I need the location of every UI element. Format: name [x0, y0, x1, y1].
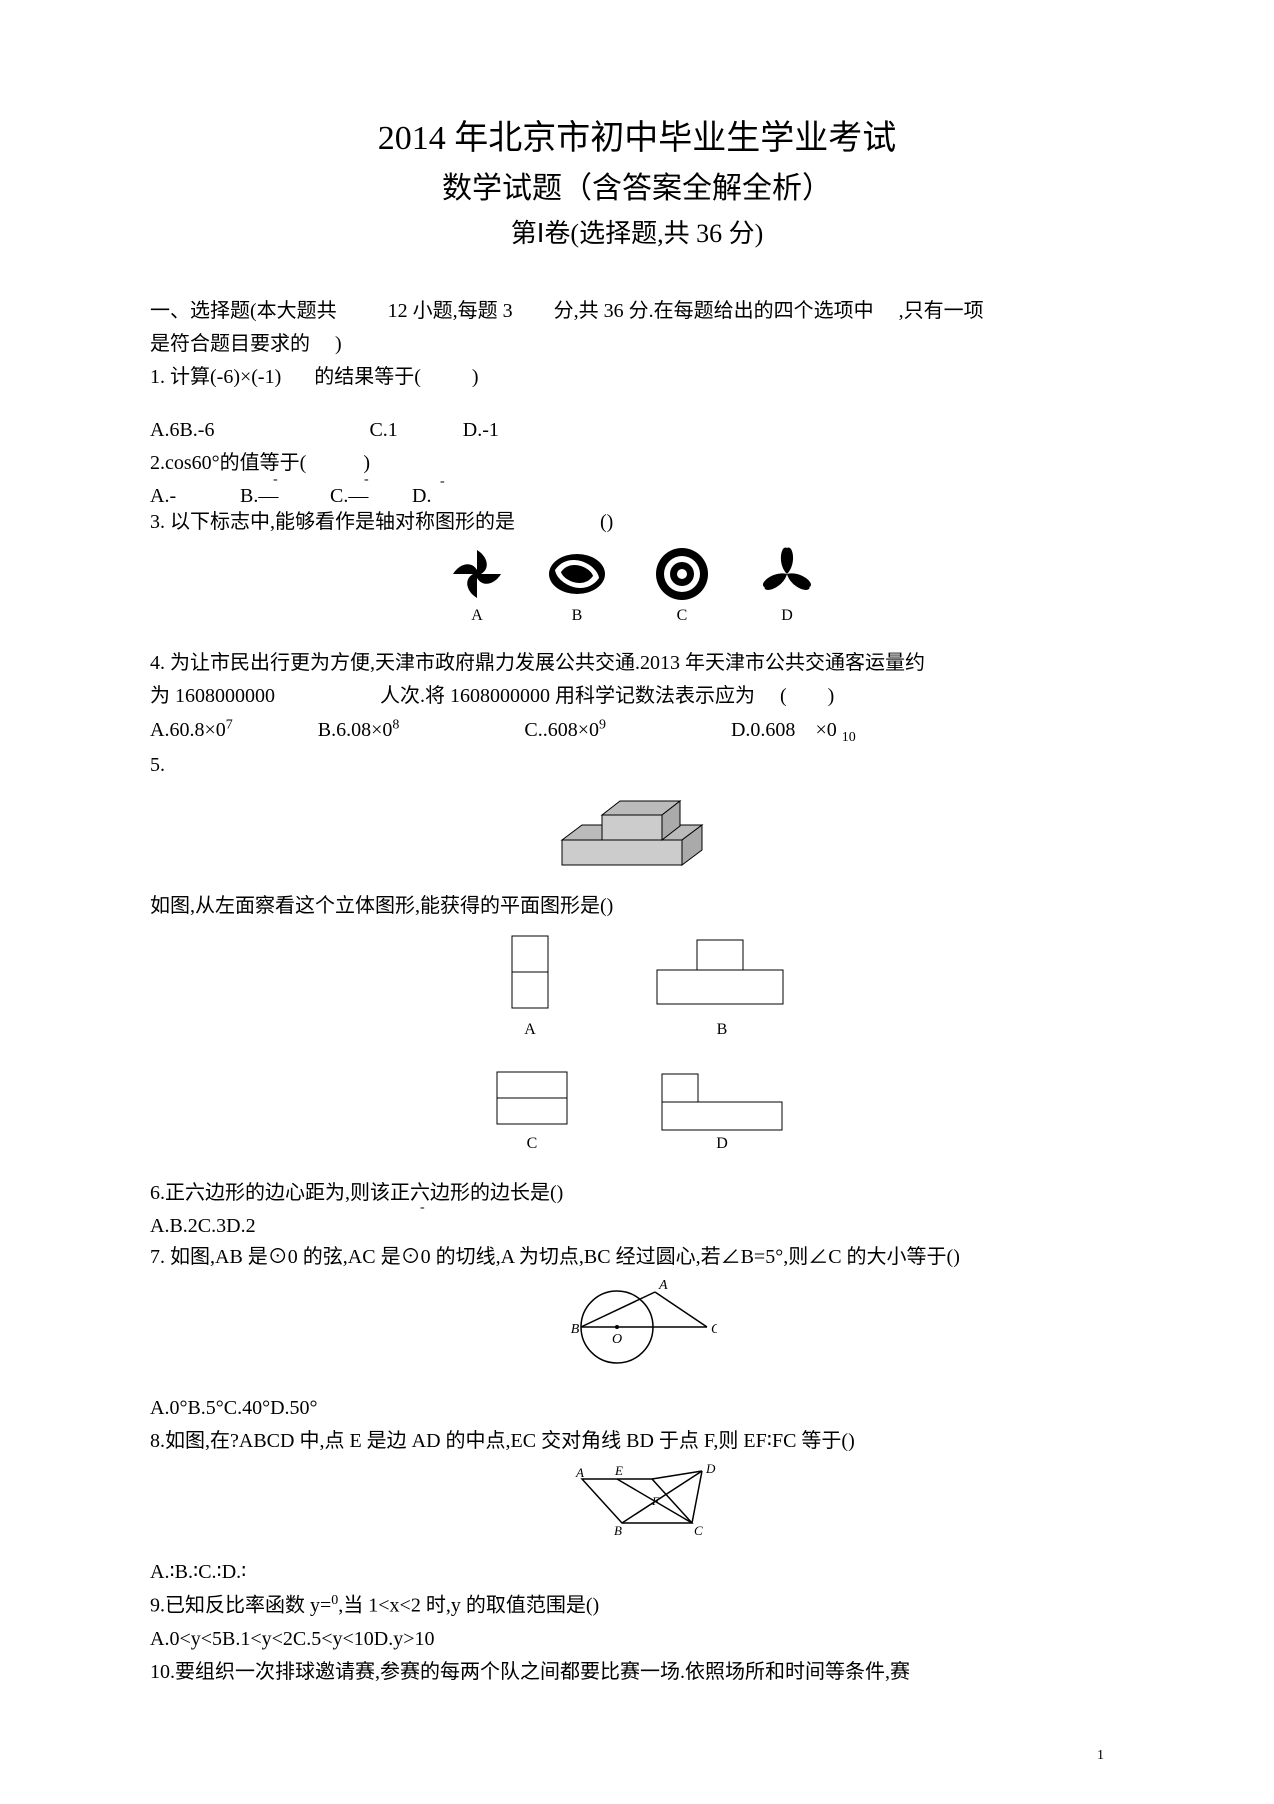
q3-label-c: C [677, 607, 688, 624]
section-intro-line2: 是符合题目要求的 ) [150, 329, 1124, 360]
q7-label-c: C [711, 1322, 717, 1337]
q3-stem-text: 3. 以下标志中,能够看作是轴对称图形的是 [150, 511, 515, 533]
q7-figure: O B C A [150, 1277, 1124, 1387]
q5-label-a: A [524, 1021, 536, 1038]
q1-options: A.6B.-6 C.1 D.-1 [150, 415, 1124, 446]
q4-stem-2d: ) [828, 685, 835, 707]
q5-label-b: B [717, 1021, 728, 1038]
q5-solid-svg [542, 785, 732, 875]
q8-svg: A E D B C F [552, 1461, 722, 1541]
svg-text:C: C [694, 1523, 703, 1538]
q9-stem-a: 9.已知反比率函数 y= [150, 1595, 331, 1617]
q1-stem-a: 1. 计算(-6)×(-1) [150, 366, 281, 388]
section-intro-d: ,只有一项 [899, 300, 984, 322]
q3-label-d: D [781, 607, 793, 624]
q2-bar3: - [440, 471, 445, 493]
q2-options: A.- B.— - C.— - D. - [150, 481, 1124, 507]
q6-stem: 6.正六边形的边心距为,则该正六边形的边长是() [150, 1178, 1124, 1209]
q4-opt-a: A.60.8×07 [150, 719, 233, 741]
q8-stem: 8.如图,在?ABCD 中,点 E 是边 AD 的中点,EC 交对角线 BD 于… [150, 1426, 1124, 1457]
q5-opts-top-svg: A B [467, 926, 807, 1046]
q5-opts-bot: C D [150, 1062, 1124, 1172]
q3-paren: () [600, 511, 613, 533]
section-intro-b: 12 小题,每题 3 [388, 300, 513, 322]
q1-stem-c: ) [472, 366, 479, 388]
q5-stem: 5. [150, 750, 1124, 781]
q1-opt-c: C.1 [369, 419, 397, 441]
q1-opt-b: B.-6 [179, 419, 214, 441]
q6-options: A.B.2C.3D.2 [150, 1211, 1124, 1242]
q5-opts-top: A B [150, 926, 1124, 1056]
q4-stem-2a: 为 1608000000 [150, 685, 275, 707]
q7-options: A.0°B.5°C.40°D.50° [150, 1393, 1124, 1424]
q1-stem-b: 的结果等于( [314, 366, 421, 388]
section-intro-a: 一、选择题(本大题共 [150, 300, 337, 322]
q7-label-b: B [571, 1322, 580, 1337]
section-intro-e: 是符合题目要求的 [150, 333, 310, 355]
q4-opt-c: C..608×09 [524, 719, 606, 741]
q7-svg: O B C A [557, 1277, 717, 1377]
q2-stem-a: 2.cos60°的值等于( [150, 452, 306, 474]
q5-opts-bot-svg: C D [467, 1062, 807, 1162]
q4-opt-b: B.6.08×08 [318, 719, 400, 741]
q6-mark: - [420, 1197, 425, 1219]
q3-stem: 3. 以下标志中,能够看作是轴对称图形的是 () [150, 507, 1124, 538]
q2-opt-a: A.- [150, 481, 176, 512]
q5-solid-figure [150, 785, 1124, 885]
q9-stem: 9.已知反比率函数 y=0,当 1<x<2 时,y 的取值范围是() [150, 1590, 1124, 1622]
q4-opt-d: D.0.608×0 10 [731, 719, 856, 741]
q9-options: A.0<y<5B.1<y<2C.5<y<10D.y>10 [150, 1624, 1124, 1655]
q3-label-a: A [471, 607, 483, 624]
q8-options: A.∶B.∶C.∶D.∶ [150, 1557, 1124, 1588]
q3-figure: A B C D [150, 542, 1124, 642]
q3-label-b: B [572, 607, 583, 624]
page-number: 1 [1097, 1748, 1104, 1764]
q4-stem-1: 4. 为让市民出行更为方便,天津市政府鼎力发展公共交通.2013 年天津市公共交… [150, 648, 1124, 679]
svg-text:E: E [614, 1463, 623, 1478]
exam-title-2: 数学试题（含答案全解全析） [150, 163, 1124, 207]
q2-opt-d: D. [412, 481, 431, 512]
q1-opt-d: D.-1 [463, 419, 499, 441]
q2-opt-c: C.— [330, 481, 368, 512]
q5-label-d: D [716, 1135, 728, 1152]
svg-text:A: A [575, 1465, 584, 1480]
q7-label-o: O [612, 1332, 622, 1347]
q5-label-c: C [527, 1135, 538, 1152]
q1-stem: 1. 计算(-6)×(-1) 的结果等于( ) [150, 362, 1124, 393]
q1-opt-a: A.6 [150, 419, 179, 441]
q2-stem: 2.cos60°的值等于( ) [150, 448, 1124, 479]
q4-stem-2: 为 1608000000 人次.将 1608000000 用科学记数法表示应为 … [150, 681, 1124, 712]
section-intro-f: ) [335, 333, 342, 355]
q5-text: 如图,从左面察看这个立体图形,能获得的平面图形是() [150, 891, 1124, 922]
q4-stem-2b: 人次.将 1608000000 用科学记数法表示应为 [380, 685, 755, 707]
q7-label-a: A [658, 1278, 668, 1293]
q3-svg: A B C D [427, 542, 847, 632]
q2-bar1: - [273, 469, 278, 491]
exam-title-3: 第Ⅰ卷(选择题,共 36 分) [150, 213, 1124, 250]
section-intro-line1: 一、选择题(本大题共 12 小题,每题 3 分,共 36 分.在每题给出的四个选… [150, 296, 1124, 327]
q7-stem: 7. 如图,AB 是⊙0 的弦,AC 是⊙0 的切线,A 为切点,BC 经过圆心… [150, 1242, 1124, 1273]
q9-stem-b: ,当 1<x<2 时,y 的取值范围是() [338, 1595, 599, 1617]
exam-title-1: 2014 年北京市初中毕业生学业考试 [150, 110, 1124, 159]
section-intro-c: 分,共 36 分.在每题给出的四个选项中 [554, 300, 874, 322]
q4-stem-2c: ( [780, 685, 787, 707]
svg-text:B: B [614, 1523, 622, 1538]
q2-bar2: - [364, 469, 369, 491]
q6-options-row: A.B.2C.3D.2 - [150, 1211, 1124, 1242]
q8-figure: A E D B C F [150, 1461, 1124, 1551]
q10-stem: 10.要组织一次排球邀请赛,参赛的每两个队之间都要比赛一场.依照场所和时间等条件… [150, 1657, 1124, 1688]
svg-text:F: F [651, 1494, 660, 1508]
q4-options: A.60.8×07 B.6.08×08 C..608×09 D.0.608×0 … [150, 714, 1124, 748]
svg-text:D: D [705, 1461, 716, 1476]
